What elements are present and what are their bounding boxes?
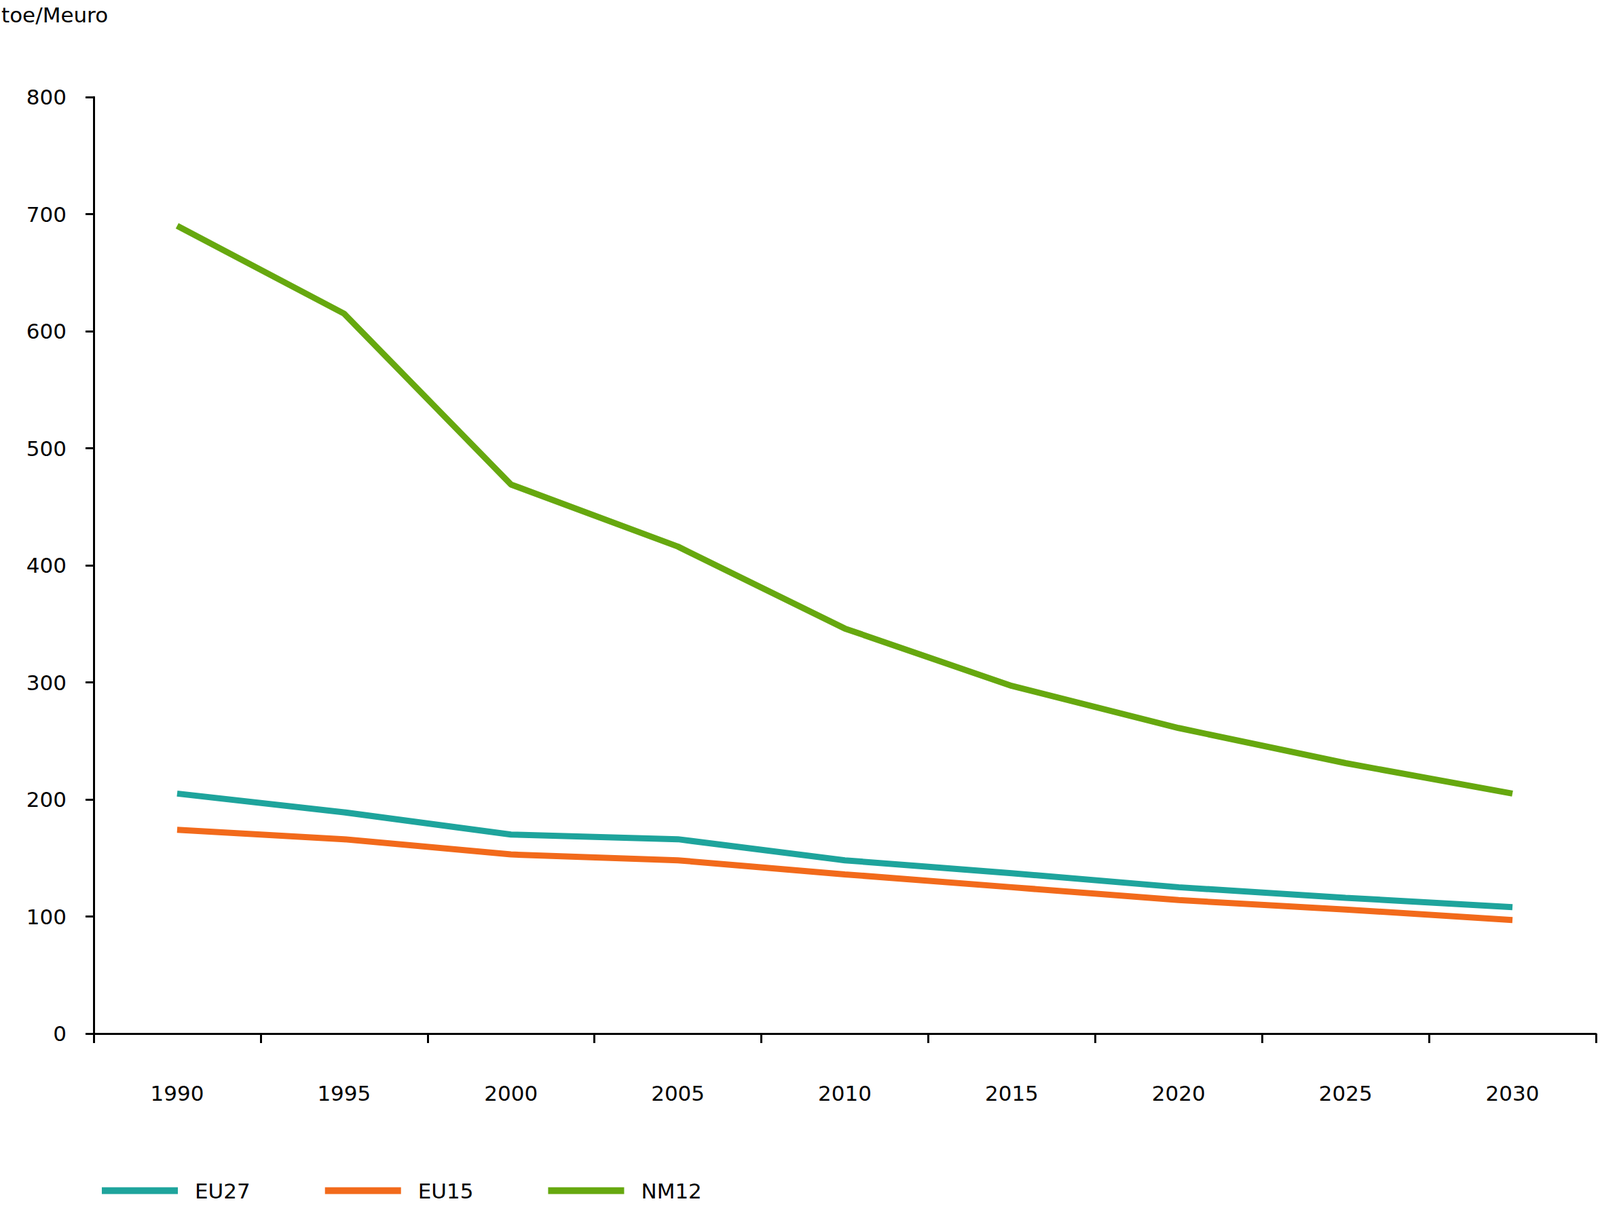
svg-text:300: 300 <box>26 670 67 696</box>
svg-text:400: 400 <box>26 553 67 578</box>
svg-text:2030: 2030 <box>1485 1081 1540 1106</box>
svg-text:200: 200 <box>26 787 67 812</box>
svg-text:2010: 2010 <box>817 1081 872 1106</box>
svg-text:NM12: NM12 <box>640 1179 702 1204</box>
svg-text:2015: 2015 <box>984 1081 1039 1106</box>
svg-text:100: 100 <box>26 904 67 930</box>
svg-text:2005: 2005 <box>650 1081 705 1106</box>
svg-text:2000: 2000 <box>484 1081 538 1106</box>
svg-text:1995: 1995 <box>317 1081 371 1106</box>
svg-text:700: 700 <box>26 202 67 227</box>
svg-text:2025: 2025 <box>1318 1081 1373 1106</box>
svg-text:toe/Meuro: toe/Meuro <box>1 2 108 28</box>
svg-text:600: 600 <box>26 319 67 344</box>
svg-text:2020: 2020 <box>1151 1081 1206 1106</box>
svg-text:EU15: EU15 <box>418 1179 474 1204</box>
svg-text:1990: 1990 <box>150 1081 204 1106</box>
svg-text:500: 500 <box>26 436 67 461</box>
svg-text:0: 0 <box>52 1021 67 1047</box>
svg-text:800: 800 <box>26 84 67 110</box>
svg-text:EU27: EU27 <box>194 1179 251 1204</box>
